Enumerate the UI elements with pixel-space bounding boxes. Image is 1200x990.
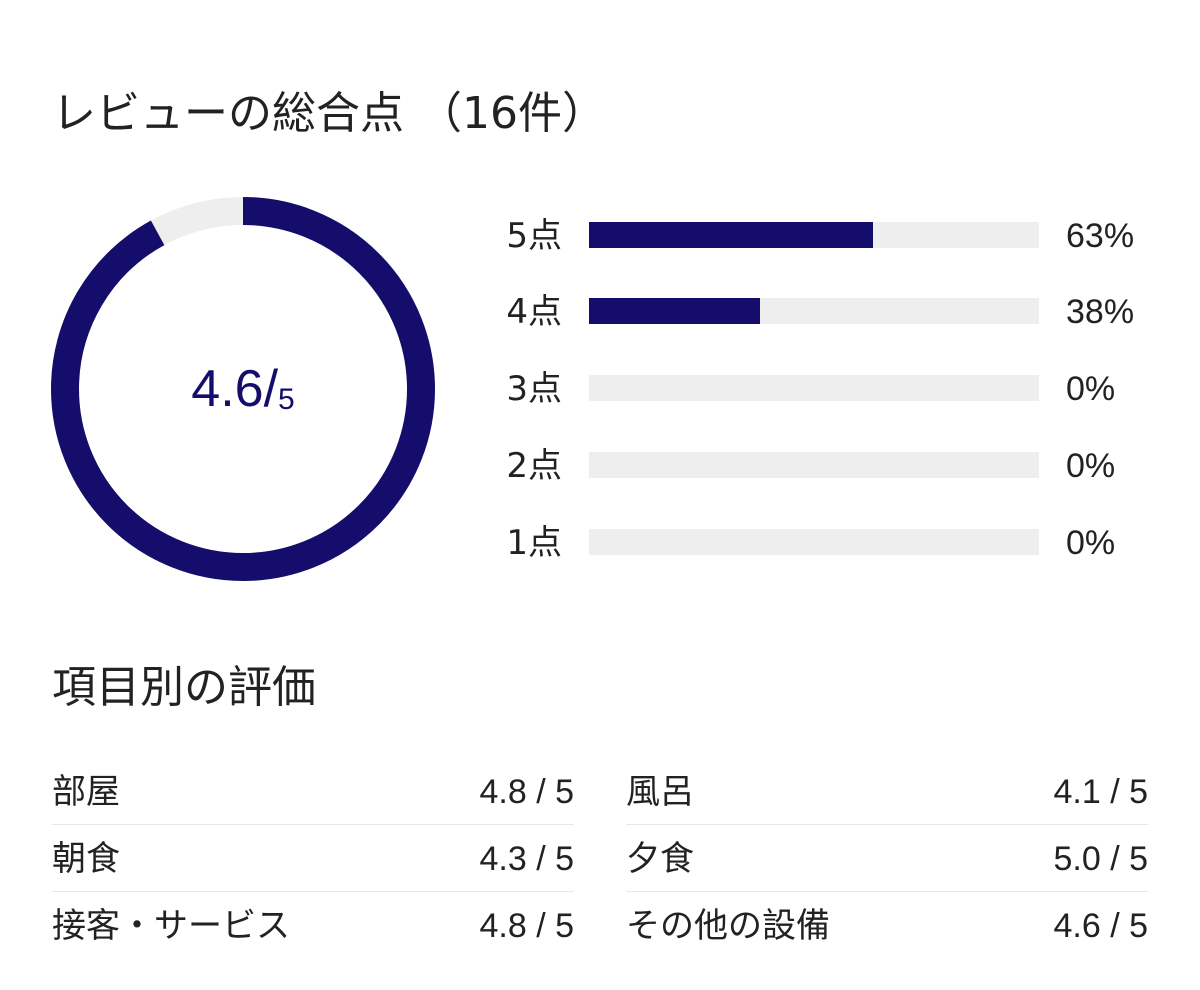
category-score: 4.8 / 5 (479, 907, 574, 945)
category-row: 接客・サービス 4.8 / 5 (52, 892, 574, 958)
category-row: その他の設備 4.6 / 5 (626, 892, 1148, 958)
distribution-row-1: 1点 0% (490, 505, 1170, 581)
distribution-row-2: 2点 0% (490, 428, 1170, 504)
distribution-row-4: 4点 38% (490, 274, 1170, 350)
distribution-bar-fill (589, 222, 873, 248)
category-score: 4.8 / 5 (479, 773, 574, 811)
category-name: 朝食 (52, 839, 120, 879)
score-ring-progress (51, 197, 435, 581)
distribution-label: 5点 (506, 216, 562, 256)
category-row: 夕食 5.0 / 5 (626, 825, 1148, 892)
category-score: 4.6 / 5 (1053, 907, 1148, 945)
distribution-bar-fill (589, 298, 760, 324)
distribution-percent: 0% (1066, 524, 1116, 562)
distribution-row-3: 3点 0% (490, 351, 1170, 427)
distribution-bar-track (589, 529, 1039, 555)
distribution-bar-track (589, 452, 1039, 478)
category-name: その他の設備 (626, 906, 830, 946)
distribution-percent: 0% (1066, 447, 1116, 485)
distribution-bar-track (589, 222, 1039, 248)
category-name: 夕食 (626, 839, 694, 879)
overall-score-ring: 4.6 / 5 (50, 196, 436, 582)
category-score: 4.1 / 5 (1053, 773, 1148, 811)
category-row: 風呂 4.1 / 5 (626, 758, 1148, 825)
overall-score-value: 4.6 (191, 360, 264, 418)
overall-rating-title: レビューの総合点 （16件） (52, 88, 606, 139)
overall-score: 4.6 / 5 (50, 196, 436, 582)
category-ratings-title: 項目別の評価 (52, 662, 316, 713)
category-name: 部屋 (52, 772, 120, 812)
distribution-label: 3点 (506, 369, 562, 409)
category-ratings-right: 風呂 4.1 / 5 夕食 5.0 / 5 その他の設備 4.6 / 5 (626, 758, 1148, 958)
distribution-bar-track (589, 298, 1039, 324)
category-row: 部屋 4.8 / 5 (52, 758, 574, 825)
score-ring-graphic (51, 197, 435, 581)
category-score: 5.0 / 5 (1053, 840, 1148, 878)
distribution-row-5: 5点 63% (490, 198, 1170, 274)
category-ratings-left: 部屋 4.8 / 5 朝食 4.3 / 5 接客・サービス 4.8 / 5 (52, 758, 574, 958)
distribution-label: 4点 (506, 292, 562, 332)
distribution-label: 2点 (506, 446, 562, 486)
category-row: 朝食 4.3 / 5 (52, 825, 574, 892)
overall-score-max: 5 (278, 383, 295, 416)
distribution-bar-track (589, 375, 1039, 401)
category-name: 接客・サービス (52, 906, 290, 946)
category-name: 風呂 (626, 772, 694, 812)
category-score: 4.3 / 5 (479, 840, 574, 878)
distribution-percent: 38% (1066, 293, 1135, 331)
distribution-percent: 0% (1066, 370, 1116, 408)
overall-score-slash: / (263, 360, 279, 418)
distribution-label: 1点 (506, 523, 562, 563)
distribution-percent: 63% (1066, 217, 1135, 255)
